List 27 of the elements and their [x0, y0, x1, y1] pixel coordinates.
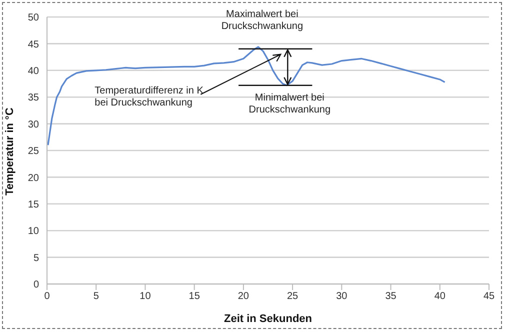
- y-tick-label: 0: [33, 280, 40, 291]
- y-tick-label: 45: [28, 39, 40, 50]
- y-tick-label: 40: [28, 66, 40, 77]
- x-tick-label: 0: [44, 291, 50, 302]
- x-tick-label: 45: [483, 291, 495, 302]
- y-tick-label: 30: [28, 119, 40, 130]
- y-tick-label: 15: [28, 199, 40, 210]
- line-series: [47, 46, 446, 146]
- x-tick-label: 15: [188, 291, 200, 302]
- x-tick-label: 20: [238, 291, 250, 302]
- y-tick-label: 5: [33, 252, 40, 264]
- x-tick-label: 25: [286, 291, 299, 302]
- y-tick-label: 25: [28, 146, 40, 158]
- y-tick-label: 50: [28, 12, 40, 24]
- annotation: Temperaturdifferenz in K bei Druckschwankung: [94, 85, 204, 108]
- y-axis-title: Temperatur in °C: [4, 108, 16, 196]
- annotation: Minimalwert bei Druckschwankung: [248, 92, 331, 116]
- x-axis-title: Zeit in Sekunden: [224, 313, 312, 325]
- y-tick-label: 10: [28, 226, 40, 238]
- y-tick-label: 35: [28, 92, 40, 104]
- x-tick-label: 30: [336, 291, 348, 302]
- x-tick-label: 5: [93, 291, 100, 302]
- x-tick-label: 10: [140, 291, 152, 302]
- annotation: Maximalwert bei Druckschwankung: [221, 8, 304, 32]
- x-tick-label: 35: [385, 291, 397, 302]
- x-tick-label: 40: [434, 291, 446, 302]
- y-tick-label: 20: [28, 172, 40, 184]
